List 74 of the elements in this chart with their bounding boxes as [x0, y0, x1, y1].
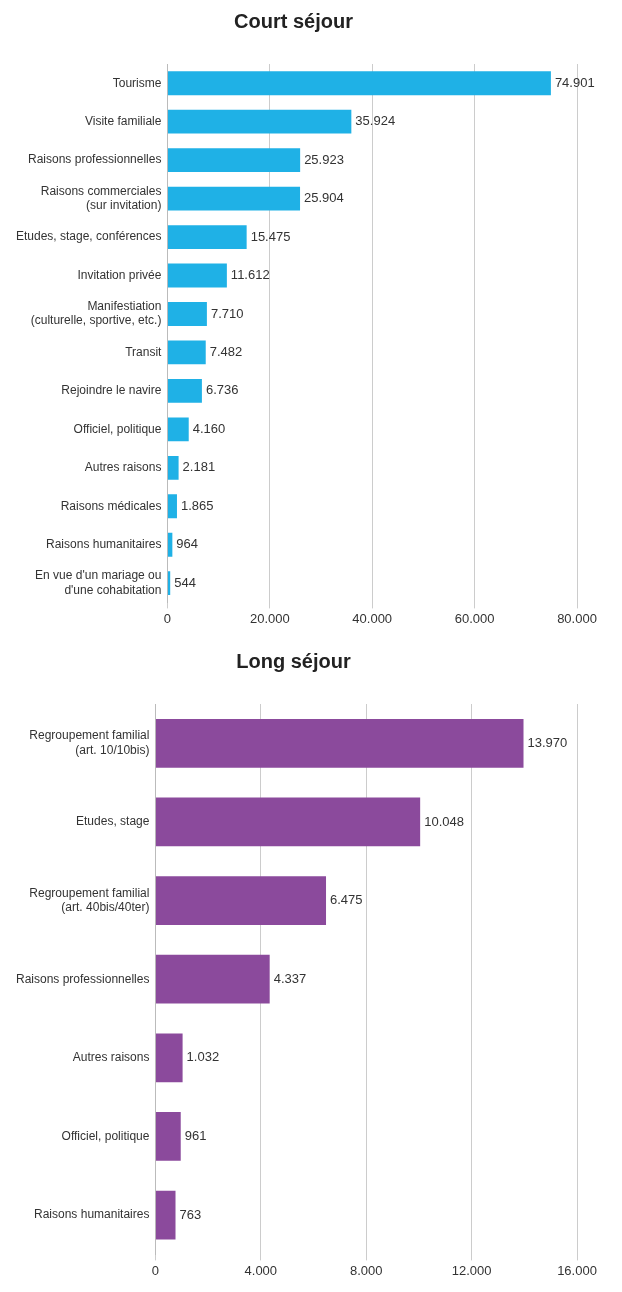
- data-label: 25.923: [304, 151, 344, 167]
- bar: [155, 1190, 176, 1240]
- y-tick-label: Regroupement familial (art. 10/10bis): [29, 728, 150, 757]
- bar: [155, 718, 524, 768]
- x-tick-label: 0: [163, 610, 172, 626]
- data-label: 1.865: [180, 497, 214, 513]
- data-label: 961: [184, 1128, 207, 1144]
- y-tick-label: Autres raisons: [84, 460, 162, 475]
- y-tick-label: Officiel, politique: [61, 1128, 150, 1143]
- y-tick-label: Autres raisons: [72, 1050, 150, 1065]
- bar: [167, 71, 551, 96]
- data-label: 6.475: [330, 892, 363, 908]
- x-tick-label: 12.000: [451, 1262, 492, 1278]
- y-tick-label: Etudes, stage: [76, 814, 150, 829]
- bar: [167, 263, 227, 288]
- data-label: 1.032: [186, 1049, 220, 1065]
- y-tick-label: Visite familiale: [84, 114, 162, 128]
- bar: [167, 302, 207, 326]
- data-label: 4.337: [273, 970, 307, 986]
- chart-title: Court séjour: [234, 9, 354, 32]
- bar: [155, 1033, 183, 1083]
- y-tick-label: Invitation privée: [77, 267, 162, 282]
- x-tick-label: 8.000: [349, 1262, 383, 1278]
- bar: [167, 494, 177, 519]
- y-tick-label: Raisons médicales: [60, 498, 162, 513]
- bar: [155, 954, 270, 1004]
- data-label: 25.904: [304, 190, 344, 206]
- bar: [167, 417, 189, 442]
- x-tick-label: 40.000: [352, 610, 393, 626]
- bar: [155, 876, 327, 925]
- bar: [167, 109, 352, 134]
- data-label: 7.710: [210, 305, 244, 321]
- bar: [167, 455, 179, 480]
- y-tick-label: Rejoindre le navire: [61, 383, 162, 398]
- bar: [167, 378, 202, 403]
- x-tick-label: 16.000: [557, 1262, 597, 1278]
- data-label: 7.482: [209, 344, 243, 360]
- x-tick-label: 0: [151, 1262, 160, 1278]
- data-label: 2.181: [182, 459, 216, 475]
- data-label: 15.475: [250, 228, 291, 244]
- x-tick-label: 80.000: [557, 610, 597, 626]
- bar: [155, 1112, 181, 1161]
- bar: [167, 340, 206, 365]
- y-tick-label: Raisons commerciales (sur invitation): [40, 183, 162, 213]
- data-label: 763: [179, 1206, 202, 1222]
- y-tick-label: Raisons humanitaires: [46, 537, 162, 552]
- y-tick-label: Etudes, stage, conférences: [15, 229, 162, 244]
- y-tick-label: Transit: [125, 344, 163, 359]
- data-label: 4.160: [192, 420, 226, 436]
- y-tick-label: Regroupement familial (art. 40bis/40ter): [29, 885, 150, 915]
- y-tick-label: Tourisme: [112, 75, 162, 90]
- x-tick-label: 4.000: [244, 1262, 278, 1278]
- data-label: 13.970: [527, 734, 568, 750]
- bar: [167, 148, 301, 173]
- data-label: 35.924: [355, 113, 396, 129]
- bar: [167, 225, 247, 249]
- y-tick-label: Raisons professionnelles: [28, 152, 162, 167]
- data-label: 6.736: [205, 382, 239, 398]
- x-tick-label: 20.000: [249, 610, 290, 626]
- y-tick-label: Manifestiation (culturelle, sportive, etc.): [30, 299, 162, 328]
- data-label: 964: [176, 536, 199, 552]
- y-tick-label: Raisons humanitaires: [34, 1207, 150, 1222]
- y-tick-label: En vue d'un mariage ou d'une cohabitation: [35, 568, 162, 597]
- data-label: 74.901: [554, 74, 595, 90]
- y-tick-label: Officiel, politique: [73, 421, 162, 436]
- y-tick-label: Raisons professionnelles: [16, 971, 150, 986]
- data-label: 11.612: [230, 267, 270, 283]
- bar: [167, 532, 173, 557]
- x-tick-label: 60.000: [454, 610, 495, 626]
- chart-title: Long séjour: [236, 649, 351, 672]
- data-label: 544: [174, 574, 196, 590]
- data-label: 10.048: [424, 813, 464, 829]
- bar: [167, 186, 301, 211]
- bar: [155, 797, 421, 847]
